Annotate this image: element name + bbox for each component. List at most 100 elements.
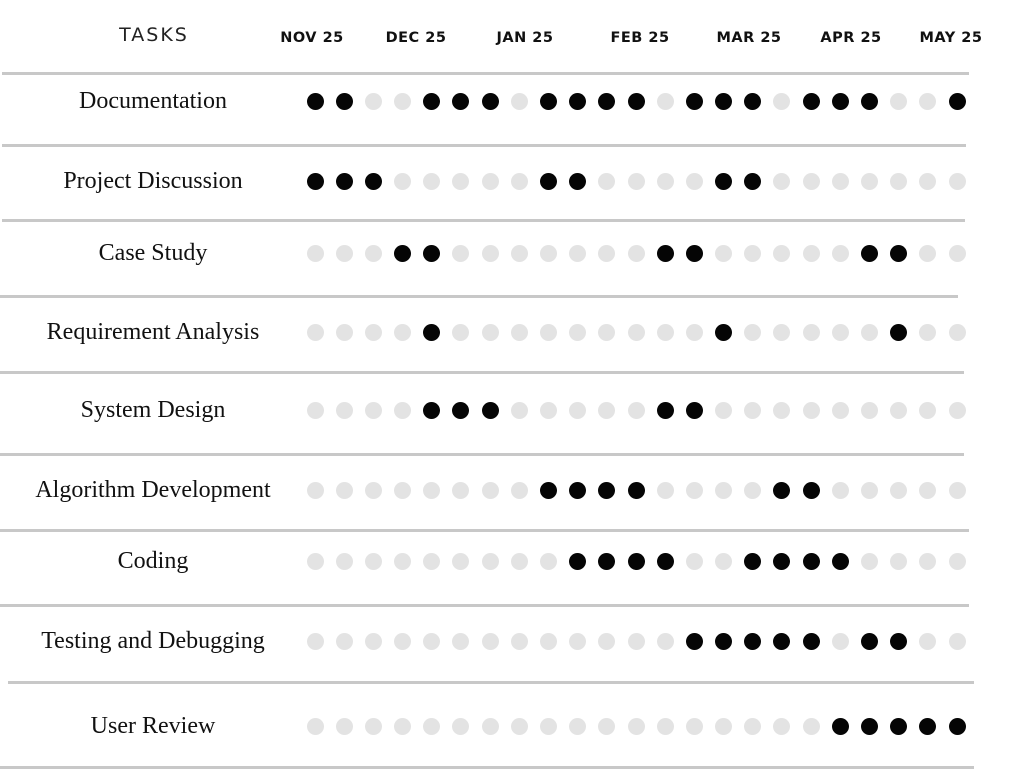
task-label: User Review xyxy=(90,713,216,739)
inactive-week-dot xyxy=(831,244,849,262)
inactive-week-dot xyxy=(335,481,353,499)
inactive-week-dot xyxy=(860,552,878,570)
inactive-week-dot xyxy=(656,632,674,650)
active-week-dot xyxy=(364,172,382,190)
task-label: Documentation xyxy=(79,88,227,114)
inactive-week-dot xyxy=(890,552,908,570)
inactive-week-dot xyxy=(773,172,791,190)
active-week-dot xyxy=(656,244,674,262)
inactive-week-dot xyxy=(656,481,674,499)
inactive-week-dot xyxy=(948,632,966,650)
active-week-dot xyxy=(860,244,878,262)
active-week-dot xyxy=(890,717,908,735)
inactive-week-dot xyxy=(510,552,528,570)
inactive-week-dot xyxy=(860,172,878,190)
active-week-dot xyxy=(715,92,733,110)
month-tick-label: MAY 25 xyxy=(919,30,983,46)
inactive-week-dot xyxy=(335,244,353,262)
active-week-dot xyxy=(423,401,441,419)
inactive-week-dot xyxy=(773,401,791,419)
inactive-week-dot xyxy=(423,552,441,570)
active-week-dot xyxy=(773,552,791,570)
active-week-dot xyxy=(890,632,908,650)
inactive-week-dot xyxy=(539,401,557,419)
inactive-week-dot xyxy=(802,401,820,419)
inactive-week-dot xyxy=(510,244,528,262)
active-week-dot xyxy=(539,481,557,499)
active-week-dot xyxy=(685,401,703,419)
task-label: Project Discussion xyxy=(63,168,243,194)
inactive-week-dot xyxy=(569,717,587,735)
inactive-week-dot xyxy=(423,481,441,499)
active-week-dot xyxy=(598,552,616,570)
inactive-week-dot xyxy=(802,172,820,190)
active-week-dot xyxy=(627,552,645,570)
inactive-week-dot xyxy=(510,481,528,499)
inactive-week-dot xyxy=(919,552,937,570)
active-week-dot xyxy=(685,244,703,262)
month-tick-label: JAN 25 xyxy=(496,30,554,46)
inactive-week-dot xyxy=(656,323,674,341)
inactive-week-dot xyxy=(715,552,733,570)
active-week-dot xyxy=(656,552,674,570)
inactive-week-dot xyxy=(364,632,382,650)
inactive-week-dot xyxy=(919,481,937,499)
active-week-dot xyxy=(306,92,324,110)
active-week-dot xyxy=(569,481,587,499)
inactive-week-dot xyxy=(627,717,645,735)
inactive-week-dot xyxy=(744,244,762,262)
inactive-week-dot xyxy=(919,172,937,190)
inactive-week-dot xyxy=(715,481,733,499)
inactive-week-dot xyxy=(744,401,762,419)
inactive-week-dot xyxy=(335,401,353,419)
task-label: Algorithm Development xyxy=(35,477,271,503)
inactive-week-dot xyxy=(890,481,908,499)
inactive-week-dot xyxy=(890,401,908,419)
active-week-dot xyxy=(802,552,820,570)
task-label: Case Study xyxy=(98,240,208,266)
row-divider xyxy=(0,529,969,532)
row-divider xyxy=(2,72,969,75)
active-week-dot xyxy=(539,92,557,110)
active-week-dot xyxy=(890,244,908,262)
inactive-week-dot xyxy=(394,481,412,499)
inactive-week-dot xyxy=(919,401,937,419)
inactive-week-dot xyxy=(394,401,412,419)
task-label: Requirement Analysis xyxy=(46,319,260,345)
active-week-dot xyxy=(890,323,908,341)
active-week-dot xyxy=(831,717,849,735)
inactive-week-dot xyxy=(394,323,412,341)
inactive-week-dot xyxy=(423,172,441,190)
active-week-dot xyxy=(335,172,353,190)
active-week-dot xyxy=(335,92,353,110)
inactive-week-dot xyxy=(744,717,762,735)
active-week-dot xyxy=(860,717,878,735)
inactive-week-dot xyxy=(452,717,470,735)
row-divider xyxy=(0,371,964,374)
inactive-week-dot xyxy=(452,244,470,262)
inactive-week-dot xyxy=(627,632,645,650)
inactive-week-dot xyxy=(569,401,587,419)
inactive-week-dot xyxy=(948,552,966,570)
month-tick-label: DEC 25 xyxy=(385,30,447,46)
inactive-week-dot xyxy=(685,172,703,190)
inactive-week-dot xyxy=(306,717,324,735)
task-label: Coding xyxy=(117,548,189,574)
inactive-week-dot xyxy=(773,717,791,735)
inactive-week-dot xyxy=(452,632,470,650)
active-week-dot xyxy=(744,172,762,190)
active-week-dot xyxy=(802,632,820,650)
inactive-week-dot xyxy=(744,481,762,499)
inactive-week-dot xyxy=(481,323,499,341)
active-week-dot xyxy=(802,481,820,499)
inactive-week-dot xyxy=(364,717,382,735)
inactive-week-dot xyxy=(627,244,645,262)
inactive-week-dot xyxy=(481,552,499,570)
inactive-week-dot xyxy=(569,632,587,650)
inactive-week-dot xyxy=(685,717,703,735)
inactive-week-dot xyxy=(598,632,616,650)
inactive-week-dot xyxy=(831,172,849,190)
inactive-week-dot xyxy=(306,481,324,499)
inactive-week-dot xyxy=(539,717,557,735)
